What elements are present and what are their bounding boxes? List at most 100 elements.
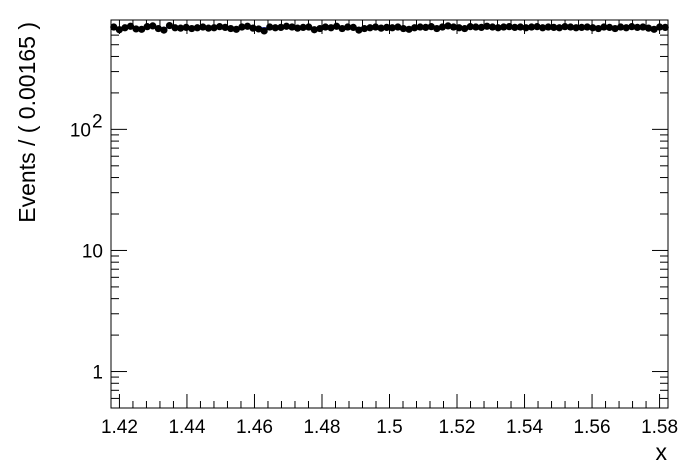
data-point — [600, 23, 608, 31]
data-point — [544, 23, 552, 31]
x-axis-title: x — [656, 439, 668, 465]
data-point — [188, 24, 196, 33]
data-point — [165, 21, 174, 30]
data-point — [394, 23, 402, 31]
x-tick-label: 1.46 — [236, 417, 273, 438]
data-point — [316, 24, 324, 33]
x-tick-label: 1.54 — [506, 417, 543, 438]
data-point — [160, 26, 168, 34]
y-axis-ticks — [111, 19, 668, 409]
data-point — [650, 25, 658, 33]
data-point — [561, 23, 569, 31]
data-point — [371, 23, 380, 31]
data-point — [255, 25, 263, 33]
data-point — [483, 22, 491, 30]
data-point — [511, 23, 519, 31]
data-point — [500, 23, 508, 31]
data-point — [405, 25, 413, 33]
data-point — [572, 24, 580, 32]
data-point — [344, 23, 352, 31]
data-point — [433, 24, 441, 33]
data-point — [305, 23, 313, 31]
data-point — [656, 23, 664, 31]
data-point — [472, 23, 480, 31]
y-tick-label-exponent: 2 — [92, 111, 103, 132]
data-point — [360, 24, 369, 33]
data-point — [589, 24, 597, 32]
data-point — [427, 23, 435, 31]
data-point — [355, 26, 363, 34]
data-point — [505, 23, 513, 31]
data-point — [366, 24, 374, 32]
data-point — [494, 24, 502, 32]
x-tick-label: 1.42 — [101, 417, 138, 438]
data-point — [204, 24, 213, 32]
data-point — [422, 23, 430, 31]
data-point — [182, 23, 190, 31]
data-point — [399, 24, 408, 33]
x-tick-label: 1.56 — [574, 417, 611, 438]
data-point — [522, 24, 530, 32]
data-point — [550, 23, 558, 31]
data-point — [327, 24, 335, 32]
data-point — [611, 24, 619, 33]
data-point — [533, 23, 541, 31]
data-point — [132, 25, 140, 33]
data-point — [243, 22, 252, 30]
data-point — [477, 23, 486, 31]
data-point — [321, 23, 330, 31]
data-point — [461, 24, 469, 33]
data-point — [277, 23, 285, 31]
data-point — [210, 24, 218, 32]
data-point — [349, 23, 357, 31]
data-point — [332, 22, 341, 30]
data-point — [249, 24, 257, 32]
data-point — [377, 24, 385, 32]
data-point — [238, 23, 246, 31]
x-tick-label: 1.48 — [303, 417, 340, 438]
x-axis-tick-labels: 1.42 1.44 1.46 1.48 1.5 1.52 1.54 1.56 1.58 — [101, 417, 678, 438]
plot-frame — [110, 19, 669, 409]
data-point — [444, 22, 452, 30]
data-point — [232, 25, 240, 33]
data-point — [138, 25, 146, 33]
data-point — [516, 23, 524, 31]
data-point — [227, 24, 235, 33]
data-point — [449, 23, 458, 31]
data-point — [410, 24, 419, 32]
data-point — [216, 23, 224, 31]
data-point — [383, 23, 391, 31]
data-point — [171, 24, 179, 32]
data-point — [299, 23, 307, 31]
data-point — [594, 24, 602, 33]
data-point — [622, 24, 630, 32]
data-point — [438, 23, 447, 31]
data-point — [583, 23, 591, 31]
data-point — [388, 24, 396, 32]
y-tick-label: 1 — [92, 363, 103, 384]
data-point — [177, 24, 185, 32]
data-point — [466, 23, 474, 31]
data-point — [628, 23, 636, 31]
data-point — [115, 26, 123, 34]
data-point — [149, 22, 157, 30]
data-point — [661, 23, 669, 31]
x-tick-label: 1.5 — [376, 417, 402, 438]
x-tick-label: 1.52 — [439, 417, 476, 438]
data-point — [271, 24, 279, 32]
data-point — [110, 23, 118, 31]
data-point — [566, 23, 575, 31]
data-point — [121, 24, 129, 32]
data-point — [143, 23, 151, 31]
data-point — [266, 23, 274, 31]
data-point — [293, 24, 302, 32]
data-point — [199, 23, 207, 31]
data-series — [110, 21, 669, 35]
data-point — [633, 23, 641, 31]
data-point — [617, 23, 625, 31]
data-point — [527, 23, 536, 31]
y-tick-label: 10 — [70, 120, 91, 141]
data-point — [539, 24, 547, 32]
x-tick-label: 1.44 — [168, 417, 205, 438]
y-axis-title: Events / ( 0.00165 ) — [14, 22, 40, 223]
